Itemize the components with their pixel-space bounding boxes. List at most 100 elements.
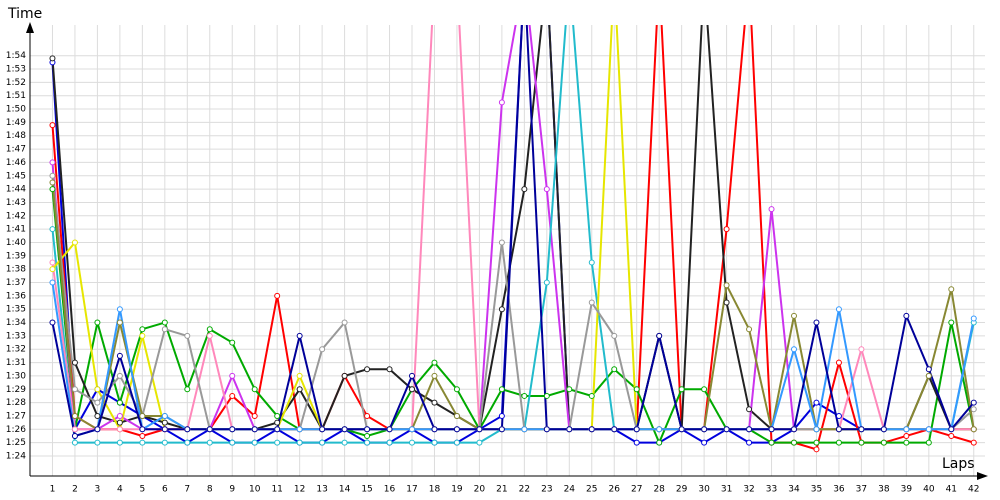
lap-point [970, 399, 977, 406]
lap-point [161, 439, 168, 446]
y-tick-label: 1:24 [6, 451, 26, 461]
lap-point [319, 426, 326, 433]
lap-point [49, 266, 56, 273]
lap-point [611, 426, 618, 433]
y-tick-label: 1:42 [6, 211, 26, 221]
lap-point [206, 326, 213, 333]
x-tick-label: 19 [451, 485, 463, 495]
y-tick-label: 1:41 [6, 225, 26, 235]
lap-point [701, 439, 708, 446]
lap-point [656, 426, 663, 433]
lap-point [274, 412, 281, 419]
lap-point [229, 339, 236, 346]
lap-point [319, 346, 326, 353]
lap-point [903, 432, 910, 439]
lap-point [948, 432, 955, 439]
x-tick-label: 15 [361, 485, 372, 495]
lap-point [94, 386, 101, 393]
lap-point [409, 426, 415, 433]
x-tick-label: 9 [229, 485, 235, 495]
lap-point [206, 332, 213, 339]
lap-point [71, 239, 78, 246]
lap-point [49, 319, 56, 326]
lap-point [251, 412, 258, 419]
lap-point [206, 439, 213, 446]
lap-point [746, 439, 753, 446]
x-tick-label: 33 [766, 485, 777, 495]
lap-point [723, 282, 730, 289]
y-tick-label: 1:46 [6, 158, 26, 168]
lap-point [476, 439, 483, 446]
lap-point [858, 346, 865, 353]
x-tick-label: 10 [249, 485, 261, 495]
lap-point [341, 426, 348, 433]
lap-point [543, 186, 550, 193]
lap-point [746, 406, 753, 413]
y-tick-label: 1:33 [6, 331, 26, 341]
lap-point [498, 239, 505, 246]
lap-point [161, 412, 168, 419]
y-tick-label: 1:52 [6, 78, 26, 88]
y-tick-label: 1:30 [6, 371, 26, 381]
lap-point [71, 426, 78, 433]
x-axis-title: Laps [942, 456, 975, 472]
lap-point [49, 55, 56, 62]
lap-point [566, 426, 573, 433]
lap-point [139, 439, 146, 446]
y-tick-label: 1:53 [6, 65, 26, 75]
lap-point [94, 412, 101, 419]
lap-point [94, 319, 101, 326]
lap-point [274, 426, 281, 433]
x-tick-label: 20 [474, 485, 486, 495]
lap-point [925, 372, 932, 379]
lap-point [116, 412, 123, 419]
x-tick-label: 39 [901, 485, 913, 495]
lap-point [184, 426, 191, 433]
lap-point [835, 426, 842, 433]
lap-point [49, 186, 56, 193]
lap-point [431, 359, 438, 366]
lap-point [476, 426, 483, 433]
lap-point [925, 439, 932, 446]
lap-point [116, 399, 123, 406]
lap-point [835, 439, 842, 446]
lap-point [656, 332, 663, 339]
x-tick-label: 35 [811, 485, 822, 495]
y-tick-label: 1:44 [6, 185, 26, 195]
lap-point [116, 439, 123, 446]
lap-point [49, 159, 56, 166]
x-tick-label: 26 [609, 485, 621, 495]
series-line [51, 25, 975, 438]
lap-point [611, 366, 618, 373]
lap-point [116, 306, 123, 313]
lap-point [229, 439, 236, 446]
x-tick-label: 42 [968, 485, 979, 495]
lap-point [701, 386, 708, 393]
x-tick-label: 16 [384, 485, 396, 495]
y-arrow [26, 22, 34, 33]
lap-point [498, 306, 505, 313]
lap-point [229, 372, 236, 379]
lap-point [364, 432, 371, 439]
lap-point [903, 439, 910, 446]
lap-point [521, 186, 528, 193]
lap-point [633, 439, 640, 446]
lap-point [431, 399, 438, 406]
lap-point [453, 412, 460, 419]
lap-point [409, 439, 415, 446]
lap-point [319, 439, 326, 446]
lap-point [184, 439, 191, 446]
lap-point [903, 426, 910, 433]
lap-point [71, 359, 78, 366]
lap-point [791, 346, 797, 353]
x-tick-label: 12 [294, 485, 305, 495]
y-tick-label: 1:29 [6, 385, 26, 395]
lap-point [543, 279, 550, 286]
lap-point [409, 386, 415, 393]
lap-point [386, 366, 393, 373]
lap-point [386, 426, 393, 433]
lap-point [341, 372, 348, 379]
x-tick-label: 27 [631, 485, 642, 495]
x-tick-label: 32 [743, 485, 754, 495]
lap-point [925, 366, 932, 373]
